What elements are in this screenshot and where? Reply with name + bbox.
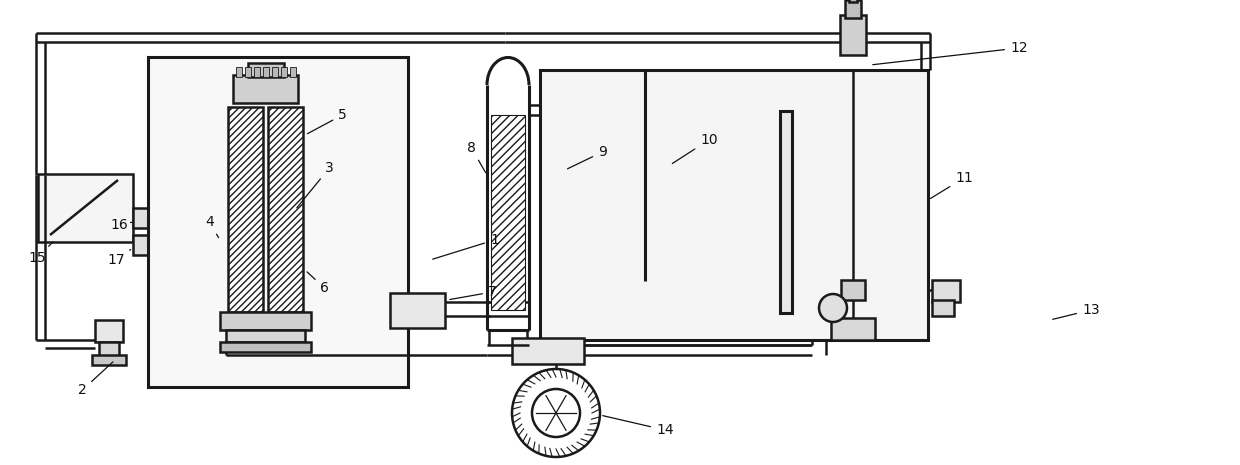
Text: 2: 2	[78, 362, 113, 397]
Bar	[246, 67, 250, 77]
Circle shape	[512, 369, 600, 457]
Bar	[780, 111, 792, 313]
Bar	[268, 107, 303, 312]
Bar	[831, 318, 875, 340]
Text: 6: 6	[308, 272, 329, 295]
Text: 9: 9	[568, 145, 606, 169]
Bar	[133, 208, 149, 228]
Bar	[92, 355, 126, 365]
Bar	[233, 75, 298, 103]
Bar	[849, 0, 857, 2]
Text: 4: 4	[205, 215, 218, 238]
Text: 7: 7	[450, 285, 497, 299]
Bar	[226, 330, 305, 342]
Text: 5: 5	[308, 108, 347, 134]
Text: 8: 8	[467, 141, 486, 173]
Bar	[932, 280, 960, 302]
Bar	[391, 293, 445, 328]
Bar	[263, 67, 269, 77]
Bar	[38, 174, 133, 242]
Text: 1: 1	[433, 233, 498, 259]
Bar	[254, 67, 260, 77]
Bar	[841, 280, 866, 300]
Text: 12: 12	[873, 41, 1028, 65]
Text: 10: 10	[672, 133, 718, 164]
Circle shape	[818, 294, 847, 322]
Bar	[932, 300, 954, 316]
Text: 17: 17	[107, 250, 130, 267]
Bar	[95, 320, 123, 342]
Text: 16: 16	[110, 218, 133, 232]
Bar	[272, 67, 278, 77]
Circle shape	[532, 389, 580, 437]
Text: 3: 3	[296, 161, 334, 208]
Bar	[99, 342, 119, 356]
Bar	[539, 70, 928, 340]
Bar	[236, 67, 242, 77]
Bar	[844, 0, 861, 18]
Bar	[512, 338, 584, 364]
Text: 14: 14	[603, 416, 673, 437]
Bar	[491, 115, 525, 310]
Text: 11: 11	[930, 171, 972, 199]
Bar	[248, 63, 284, 77]
Bar	[133, 235, 149, 255]
Text: 13: 13	[1053, 303, 1100, 319]
Text: 15: 15	[29, 242, 53, 265]
Bar	[148, 57, 408, 387]
Bar	[228, 107, 263, 312]
Bar	[839, 15, 866, 55]
Bar	[219, 342, 311, 352]
Bar	[290, 67, 296, 77]
Bar	[219, 312, 311, 330]
Bar	[281, 67, 286, 77]
